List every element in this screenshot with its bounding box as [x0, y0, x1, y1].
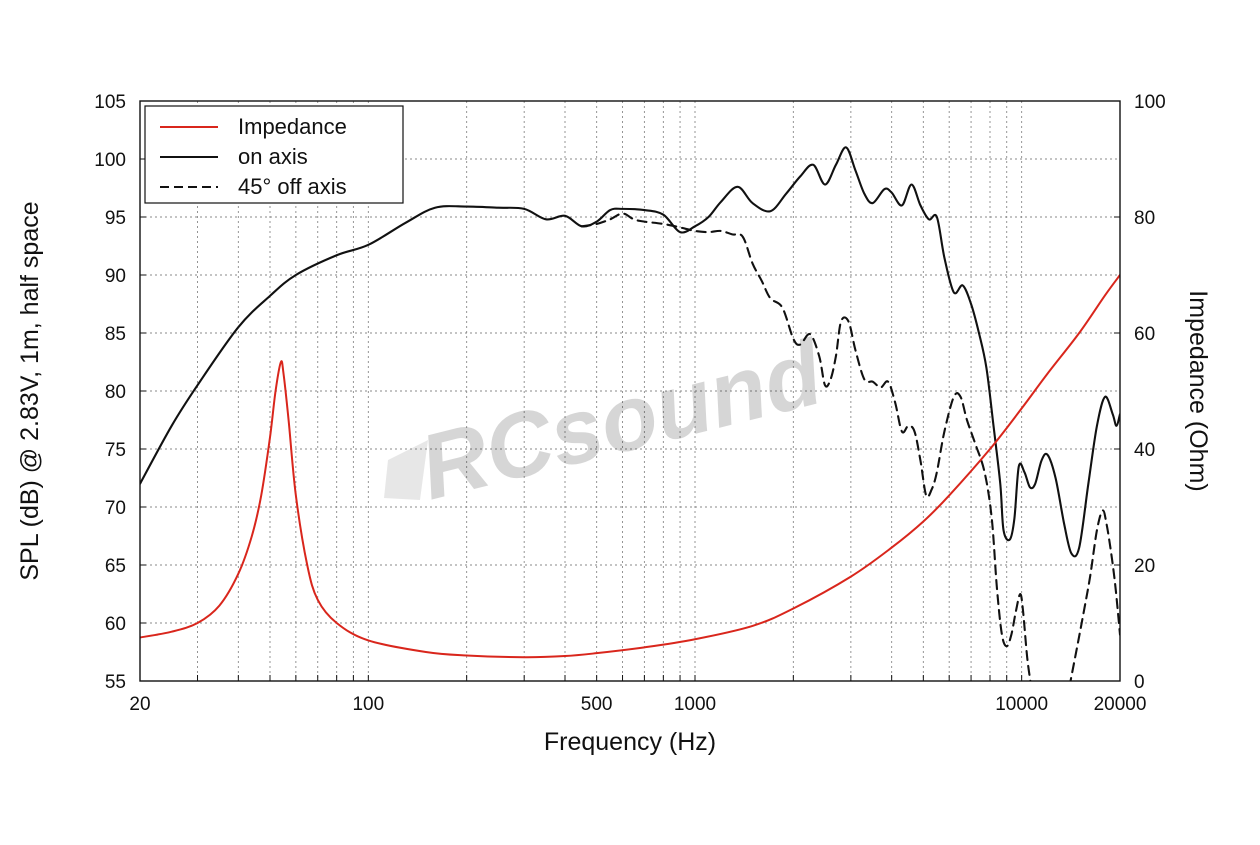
x-axis-title: Frequency (Hz) [544, 728, 716, 756]
series-line-45-off-axis-high-band [1069, 509, 1120, 681]
x-tick-label: 1000 [674, 694, 716, 715]
y-left-tick-label: 100 [94, 150, 126, 171]
x-tick-label: 20000 [1094, 694, 1147, 715]
y-right-tick-label: 0 [1134, 672, 1145, 693]
watermark-logo: RCsound [384, 321, 833, 519]
y-left-tick-label: 55 [105, 672, 126, 693]
tick-marks [140, 100, 1120, 682]
series-line-on-axis [140, 146, 1120, 558]
legend-label-impedance: Impedance [238, 114, 347, 139]
legend: Impedance on axis 45° off axis [144, 105, 404, 204]
legend-label-off-axis: 45° off axis [238, 174, 347, 199]
grid-lines [140, 101, 1120, 681]
y-left-tick-label: 65 [105, 556, 126, 577]
x-tick-label: 20 [129, 694, 150, 715]
x-tick-label: 100 [352, 694, 384, 715]
y-left-tick-label: 60 [105, 614, 126, 635]
x-tick-label: 500 [581, 694, 613, 715]
series-line-impedance [140, 274, 1120, 659]
y-left-tick-label: 75 [105, 440, 126, 461]
y-left-tick-label: 105 [94, 92, 126, 113]
y-right-tick-label: 40 [1134, 440, 1155, 461]
series-line-45-off-axis [580, 212, 1032, 681]
y-left-tick-label: 85 [105, 324, 126, 345]
y-right-tick-label: 20 [1134, 556, 1155, 577]
legend-label-on-axis: on axis [238, 144, 308, 169]
y-left-tick-label: 80 [105, 382, 126, 403]
y-left-tick-label: 90 [105, 266, 126, 287]
y-left-tick-label: 95 [105, 208, 126, 229]
series-layer [140, 146, 1120, 681]
y-right-tick-label: 100 [1134, 92, 1166, 113]
tick-labels: 20 100 500 1000 10000 20000556065707580859095… [94, 92, 1165, 715]
x-tick-label: 10000 [995, 694, 1048, 715]
y-right-tick-label: 60 [1134, 324, 1155, 345]
watermark-text: RCsound [410, 321, 833, 519]
y-left-axis-title: SPL (dB) @ 2.83V, 1m, half space [16, 201, 44, 580]
y-left-tick-label: 70 [105, 498, 126, 519]
y-right-axis-title: Impedance (Ohm) [1184, 290, 1212, 491]
y-right-tick-label: 80 [1134, 208, 1155, 229]
